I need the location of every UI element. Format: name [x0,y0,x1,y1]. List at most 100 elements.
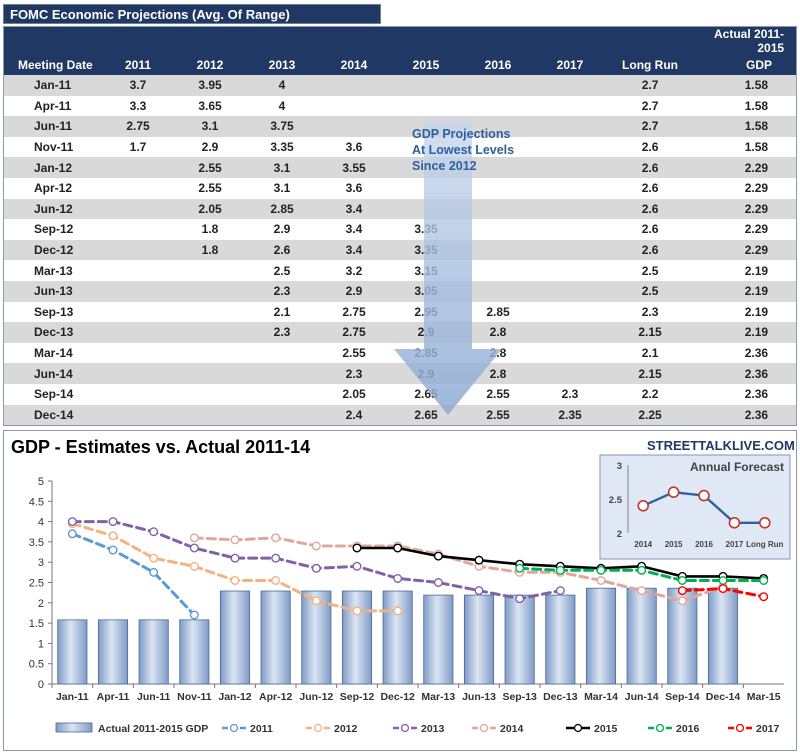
series-point-2013 [393,573,403,583]
cell-c2011: 3.7 [102,75,174,96]
x-tick-label: Jan-12 [218,691,251,703]
row-date: Mar-14 [4,342,102,364]
cell-c2016 [462,260,534,281]
inset-y-tick-label: 2.5 [609,495,623,506]
cell-c2017 [534,75,606,96]
gdp-bar [260,590,291,685]
series-point-2013 [433,577,443,587]
cell-c2013: 3.35 [246,136,318,158]
cell-c2014: 2.4 [318,404,390,425]
cell-c2016 [462,280,534,302]
cell-c2011 [102,219,174,240]
cell-c2012 [174,260,246,281]
cell-lr: 2.7 [606,75,695,96]
series-point-2016 [596,565,606,575]
series-point-2016 [759,575,769,585]
cell-gdp: 2.19 [694,260,796,281]
table-title: FOMC Economic Projections (Avg. Of Range… [3,4,381,24]
x-tick-label: Nov-11 [177,691,212,703]
cell-c2012: 3.65 [174,95,246,117]
header-2015: 2015 [390,55,462,75]
cell-c2014: 3.55 [318,157,390,178]
series-point-2013 [230,553,240,563]
inset-title: Annual Forecast [690,460,784,474]
row-date: Jun-12 [4,198,102,220]
legend-label: 2017 [756,723,780,735]
projections-table: Actual 2011-2015 Meeting Date 2011 2012 201… [4,27,796,426]
inset-point [667,486,680,499]
series-point-2012 [230,575,240,585]
row-date: Apr-12 [4,177,102,199]
cell-gdp: 1.58 [694,116,796,137]
series-point-2011 [67,529,77,539]
series-point-2012 [108,531,118,541]
cell-c2015: 2.85 [390,342,462,364]
gdp-bar [301,590,332,685]
series-point-2012 [393,606,403,616]
table-row: Mar-14 2.55 2.85 2.8 2.1 2.36 [4,342,796,364]
cell-c2017: 2.15 [534,425,606,426]
x-tick-label: Dec-13 [543,691,578,703]
cell-c2012 [174,322,246,343]
table-row: Jun-14 2.3 2.9 2.8 2.15 2.36 [4,363,796,384]
cell-c2017 [534,363,606,384]
gdp-bar [626,587,657,685]
x-tick-label: Apr-12 [259,691,292,703]
x-tick-label: Sep-13 [502,691,537,703]
row-date: Apr-11 [4,95,102,117]
cell-c2014: 2.05 [318,383,390,405]
inset-point [758,517,771,529]
cell-gdp [694,425,796,426]
x-tick-label: Jan-11 [56,691,89,703]
series-point-2013 [108,517,118,527]
table-row: Jan-12 2.55 3.1 3.55 2.6 2.29 [4,157,796,178]
row-date: Jun-14 [4,363,102,384]
table-row: Dec-14 2.4 2.65 2.55 2.35 2.25 2.36 [4,404,796,425]
inset-x-tick-label: 2017 [726,540,744,549]
gdp-bar [138,619,169,685]
cell-c2014 [318,425,390,426]
series-point-2015 [433,551,443,561]
header-2014: 2014 [318,55,390,75]
cell-c2013 [246,383,318,405]
legend-swatch-bar [55,722,93,733]
inset-x-tick-label: 2015 [665,540,683,549]
cell-c2012: 2.55 [174,177,246,199]
cell-c2014 [318,116,390,137]
cell-c2013: 2.85 [246,198,318,220]
x-tick-label: Dec-12 [380,691,415,703]
cell-c2012 [174,280,246,302]
header-2013: 2013 [246,55,318,75]
inset-panel [599,454,791,560]
series-point-2013 [311,563,321,573]
table-row: Apr-11 3.3 3.65 4 2.7 1.58 [4,95,796,117]
table-row: Sep-14 2.05 2.65 2.55 2.3 2.2 2.36 [4,383,796,405]
row-date: Jan-12 [4,157,102,178]
inset-y-tick-label: 3 [617,461,622,472]
series-point-2014 [311,541,321,551]
legend-label: 2016 [676,723,700,735]
cell-c2014 [318,75,390,96]
x-tick-label: Jun-12 [299,691,333,703]
series-point-2015 [393,543,403,553]
gdp-bar [585,587,617,685]
cell-c2015: 2.9 [390,322,462,343]
x-tick-label: Sep-14 [665,691,700,703]
cell-lr: 2.5 [606,260,695,281]
row-date: Sep-14 [4,383,102,405]
cell-c2013: 2.3 [246,322,318,343]
gdp-bar [57,619,88,685]
cell-gdp: 2.19 [694,301,796,323]
inset-point [728,517,741,529]
cell-lr: 2.15 [606,425,694,426]
cell-c2015 [390,198,462,220]
cell-c2012: 2.05 [174,198,246,220]
series-point-2014 [637,586,647,596]
series-point-2014 [677,596,687,606]
cell-c2011 [102,280,174,302]
cell-c2015: 2.65 [390,383,462,405]
row-date: Sep-12 [4,219,102,240]
cell-lr: 2.6 [606,219,695,240]
cell-c2013: 4 [246,75,318,96]
legend-label: 2015 [594,723,618,735]
